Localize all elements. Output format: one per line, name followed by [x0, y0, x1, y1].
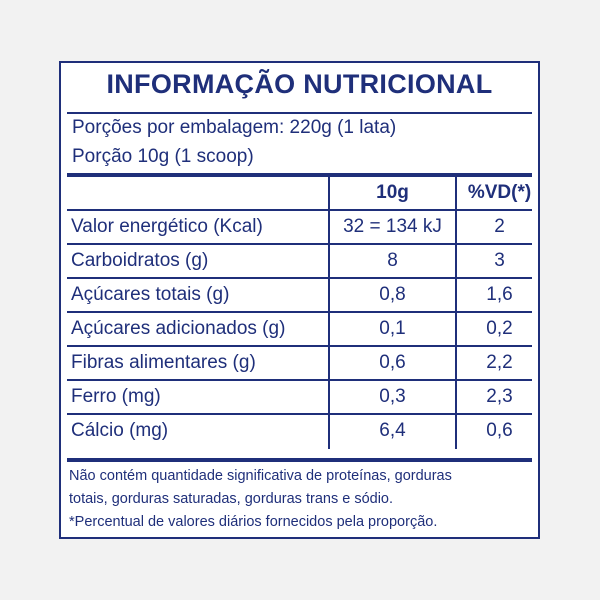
nutrient-dv: 2,2 [455, 347, 538, 379]
nutrient-amount: 0,3 [328, 381, 455, 413]
nutrient-dv: 2,3 [455, 381, 538, 413]
nutrient-dv: 0,6 [455, 415, 538, 449]
nutrient-amount: 0,6 [328, 347, 455, 379]
nutrient-amount: 32 = 134 kJ [328, 211, 455, 243]
nutrient-name: Fibras alimentares (g) [71, 352, 256, 373]
nutrition-facts-label: INFORMAÇÃO NUTRICIONAL Porções por embal… [59, 61, 540, 539]
servings-per-package: Porções por embalagem: 220g (1 lata) [72, 117, 397, 138]
nutrient-amount: 0,1 [328, 313, 455, 345]
nutrient-dv: 0,2 [455, 313, 538, 345]
nutrient-name: Valor energético (Kcal) [71, 216, 263, 237]
header-daily-value: %VD(*) [455, 177, 538, 209]
nutrient-name: Cálcio (mg) [71, 420, 169, 441]
table-header-row: 10g %VD(*) [67, 177, 532, 211]
nutrient-name: Açúcares adicionados (g) [71, 318, 286, 339]
header-amount: 10g [328, 177, 455, 209]
nutrient-name: Ferro (mg) [71, 386, 161, 407]
table-row: Fibras alimentares (g) 0,6 2,2 [67, 347, 532, 381]
label-title: INFORMAÇÃO NUTRICIONAL [106, 69, 493, 99]
nutrient-amount: 6,4 [328, 415, 455, 449]
nutrient-amount: 8 [328, 245, 455, 277]
footnote-line-2: totais, gorduras saturadas, gorduras tra… [69, 491, 394, 507]
table-row: Açúcares adicionados (g) 0,1 0,2 [67, 313, 532, 347]
serving-size: Porção 10g (1 scoop) [72, 146, 254, 167]
title-divider [67, 112, 532, 114]
table-row: Valor energético (Kcal) 32 = 134 kJ 2 [67, 211, 532, 245]
table-row: Carboidratos (g) 8 3 [67, 245, 532, 279]
nutrient-dv: 2 [455, 211, 538, 243]
footnote-line-3: *Percentual de valores diários fornecido… [69, 514, 438, 530]
table-row: Ferro (mg) 0,3 2,3 [67, 381, 532, 415]
table-bottom-divider [67, 458, 532, 462]
serving-divider [67, 173, 532, 177]
nutrient-name: Açúcares totais (g) [71, 284, 230, 305]
nutrient-dv: 3 [455, 245, 538, 277]
table-row: Açúcares totais (g) 0,8 1,6 [67, 279, 532, 313]
footnote-line-1: Não contém quantidade significativa de p… [69, 468, 452, 484]
nutrient-amount: 0,8 [328, 279, 455, 311]
table-row: Cálcio (mg) 6,4 0,6 [67, 415, 532, 449]
nutrient-name: Carboidratos (g) [71, 250, 209, 271]
nutrient-dv: 1,6 [455, 279, 538, 311]
